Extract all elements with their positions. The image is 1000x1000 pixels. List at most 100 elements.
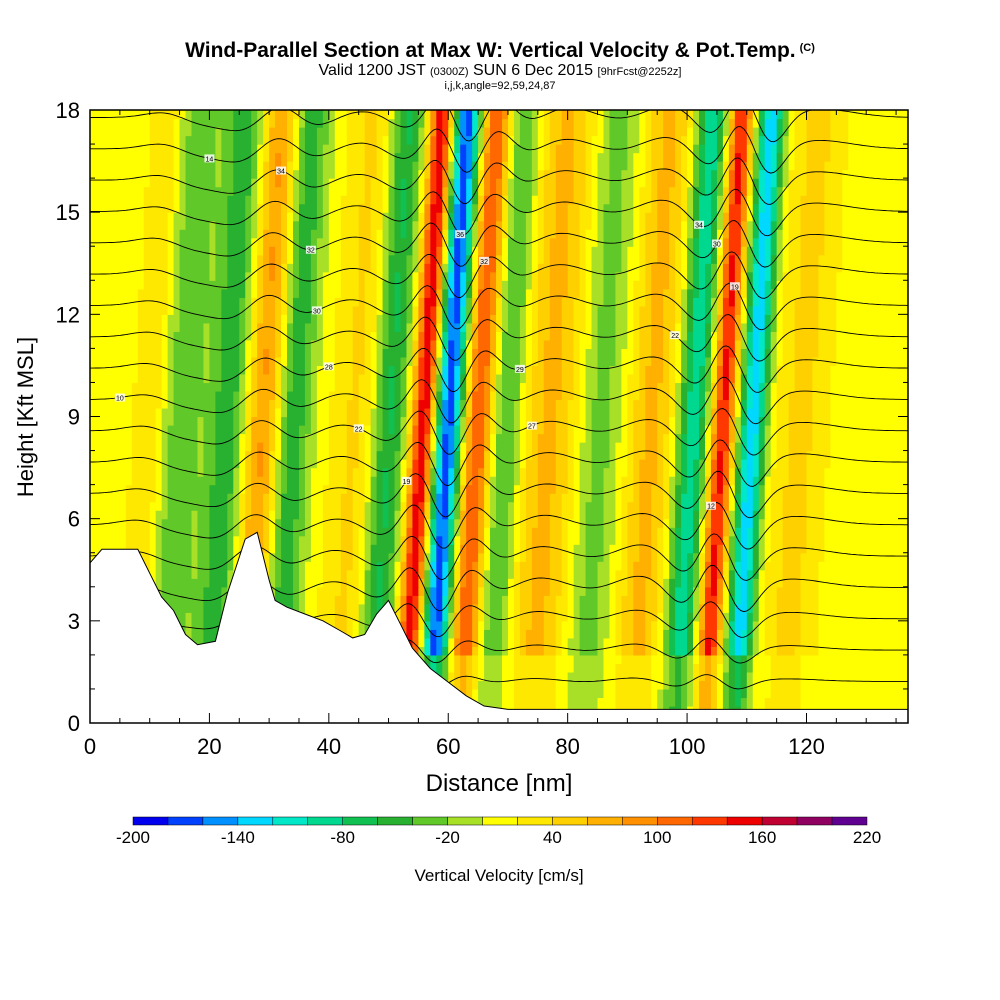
heatmap-cell [597, 476, 605, 486]
heatmap-cell [824, 620, 831, 630]
heatmap-cell [657, 459, 664, 469]
heatmap-cell [830, 552, 837, 562]
heatmap-cell [496, 697, 503, 707]
heatmap-cell [543, 663, 551, 673]
heatmap-cell [651, 552, 658, 562]
heatmap-cell [872, 569, 879, 579]
heatmap-cell [722, 442, 730, 452]
heatmap-cell [484, 501, 491, 511]
heatmap-cell [316, 612, 324, 622]
heatmap-cell [436, 620, 443, 630]
heatmap-cell [358, 450, 366, 460]
heatmap-cell [770, 561, 778, 571]
heatmap-cell [794, 467, 802, 477]
heatmap-cell [513, 654, 521, 665]
heatmap-cell [454, 527, 461, 537]
heatmap-cell [866, 552, 873, 562]
heatmap-cell [418, 637, 425, 647]
heatmap-cell [203, 578, 211, 588]
heatmap-cell [496, 603, 503, 613]
heatmap-cell [472, 510, 479, 520]
heatmap-cell [699, 603, 706, 613]
heatmap-cell [597, 671, 605, 682]
heatmap-cell [675, 459, 682, 469]
heatmap-cell [764, 688, 772, 699]
heatmap-cell [848, 663, 855, 673]
heatmap-cell [131, 425, 139, 435]
heatmap-cell [95, 484, 103, 494]
heatmap-cell [615, 535, 623, 545]
heatmap-cell [627, 629, 634, 639]
heatmap-cell [699, 646, 706, 656]
heatmap-cell [293, 407, 300, 418]
heatmap-cell [794, 535, 802, 545]
heatmap-cell [472, 654, 479, 665]
heatmap-cell [681, 442, 688, 452]
heatmap-cell [878, 459, 885, 469]
heatmap-cell [710, 527, 718, 537]
heatmap-cell [800, 535, 808, 545]
heatmap-cell [645, 476, 652, 486]
heatmap-cell [293, 595, 300, 605]
heatmap-cell [842, 561, 849, 571]
heatmap-cell [525, 561, 533, 571]
heatmap-cell [155, 501, 163, 511]
heatmap-cell [131, 501, 139, 511]
heatmap-cell [376, 569, 384, 579]
heatmap-cell [531, 416, 539, 426]
heatmap-cell [125, 467, 133, 477]
heatmap-cell [812, 459, 820, 469]
heatmap-cell [812, 612, 820, 622]
heatmap-cell [227, 425, 234, 435]
heatmap-cell [293, 467, 300, 477]
heatmap-cell [567, 629, 575, 639]
heatmap-cell [663, 450, 670, 460]
heatmap-cell [740, 629, 748, 639]
heatmap-cell [615, 552, 623, 562]
heatmap-cell [352, 629, 360, 639]
heatmap-cell [167, 493, 175, 503]
heatmap-cell [567, 459, 575, 469]
heatmap-cell [215, 510, 222, 520]
heatmap-cell [579, 569, 587, 579]
heatmap-cell [758, 688, 766, 699]
heatmap-cell [758, 484, 766, 494]
heatmap-cell [728, 527, 736, 537]
heatmap-cell [519, 561, 527, 571]
heatmap-cell [591, 518, 599, 528]
heatmap-cell [710, 442, 718, 452]
heatmap-cell [561, 663, 569, 673]
heatmap-cell [866, 493, 873, 503]
heatmap-cell [681, 450, 688, 460]
heatmap-cell [316, 433, 324, 443]
heatmap-cell [764, 680, 772, 690]
heatmap-cell [776, 637, 784, 647]
heatmap-cell [448, 476, 455, 486]
heatmap-cell [424, 612, 431, 622]
heatmap-cell [197, 484, 205, 494]
heatmap-cell [436, 569, 443, 579]
heatmap-cell [442, 595, 449, 605]
heatmap-cell [615, 620, 623, 630]
heatmap-cell [693, 620, 700, 630]
heatmap-cell [603, 442, 611, 452]
heatmap-cell [251, 425, 258, 435]
heatmap-cell [669, 510, 676, 520]
heatmap-cell [472, 663, 479, 673]
heatmap-cell [507, 484, 515, 494]
heatmap-cell [507, 697, 515, 707]
heatmap-cell [597, 518, 605, 528]
heatmap-cell [334, 595, 342, 605]
heatmap-cell [878, 586, 885, 596]
heatmap-cell [633, 578, 640, 588]
heatmap-cell [573, 612, 581, 622]
heatmap-cell [203, 450, 211, 460]
heatmap-cell [310, 535, 318, 545]
heatmap-cell [537, 476, 545, 486]
heatmap-cell [484, 586, 491, 596]
heatmap-cell [812, 442, 820, 452]
heatmap-cell [125, 493, 133, 503]
heatmap-cell [722, 476, 730, 486]
heatmap-cell [269, 476, 276, 486]
heatmap-cell [794, 629, 802, 639]
